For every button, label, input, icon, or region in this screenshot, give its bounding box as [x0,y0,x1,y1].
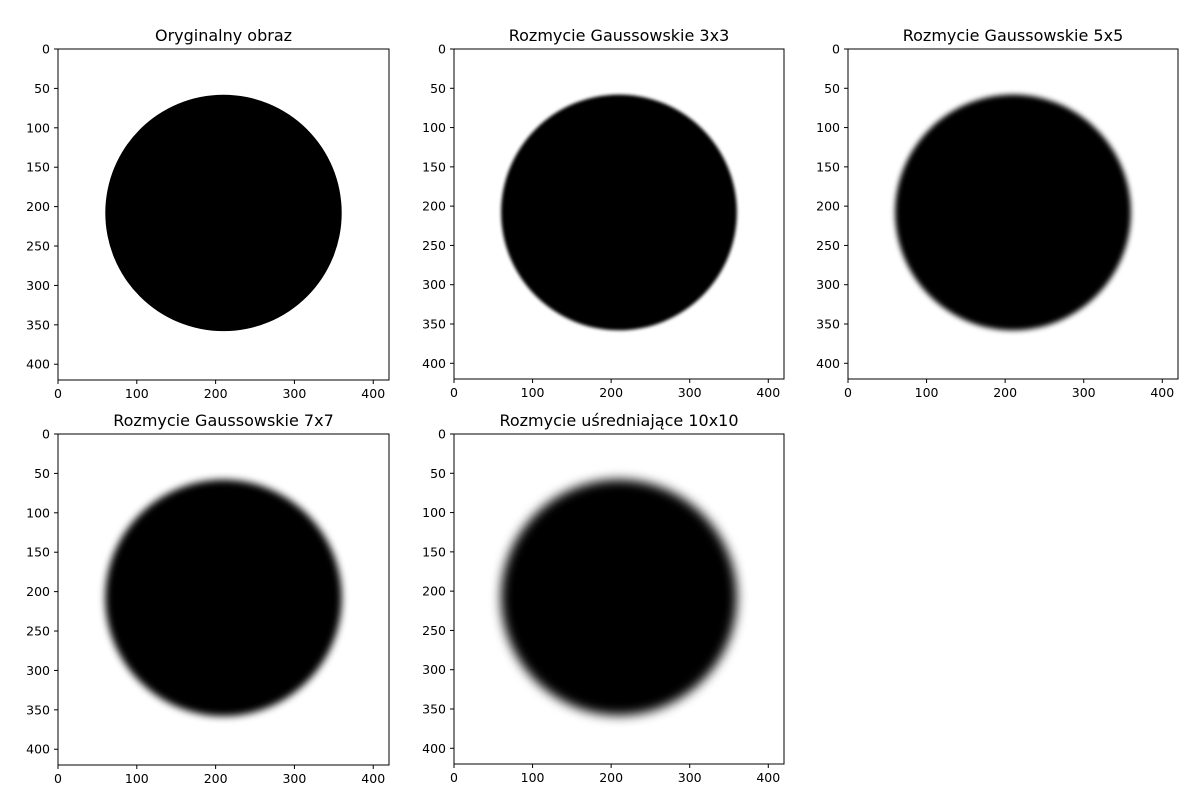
x-tick-label: 0 [54,771,62,786]
x-tick-label: 0 [450,385,458,400]
x-tick-label: 300 [678,385,702,400]
x-tick-label: 300 [282,386,306,401]
x-tick-label: 200 [204,771,228,786]
y-tick-label: 350 [422,702,446,717]
y-tick-label: 300 [422,277,446,292]
circle-shape [501,94,737,331]
circle-shape [105,94,342,332]
y-tick-label: 50 [34,466,50,481]
y-tick-label: 150 [26,160,50,175]
panel-title: Rozmycie Gaussowskie 7x7 [113,411,334,430]
axes-frame [453,433,785,765]
panel-3: Rozmycie Gaussowskie 5x5 0 100 200 300 400 0 50… [816,26,1179,400]
y-tick-label: 150 [816,159,840,174]
axes-frame [847,48,1179,380]
x-tick-label: 400 [361,771,385,786]
x-tick-label: 300 [678,770,702,785]
y-tick-label: 200 [26,584,50,599]
x-tick-label: 0 [844,385,852,400]
y-tick-label: 100 [816,120,840,135]
panel-title: Oryginalny obraz [155,26,292,45]
panel-title: Rozmycie Gaussowskie 5x5 [903,26,1124,45]
y-tick-label: 0 [438,42,446,57]
y-tick-label: 100 [422,120,446,135]
x-tick-label: 200 [993,385,1017,400]
y-tick-label: 100 [422,505,446,520]
x-tick-label: 100 [521,770,545,785]
y-tick-label: 350 [816,317,840,332]
x-tick-label: 400 [361,386,385,401]
y-tick-label: 50 [430,466,446,481]
y-tick-label: 200 [422,199,446,214]
x-tick-label: 400 [756,385,780,400]
y-tick-label: 300 [26,278,50,293]
panel-title: Rozmycie uśredniające 10x10 [499,411,738,430]
y-tick-label: 250 [26,239,50,254]
y-tick-label: 400 [422,356,446,371]
y-tick-label: 150 [26,545,50,560]
x-tick-label: 200 [204,386,228,401]
x-tick-label: 100 [125,771,149,786]
x-tick-label: 300 [1072,385,1096,400]
x-tick-label: 0 [54,386,62,401]
y-tick-label: 200 [422,584,446,599]
y-tick-label: 300 [26,663,50,678]
y-tick-label: 150 [422,159,446,174]
y-tick-label: 300 [422,662,446,677]
y-tick-label: 400 [816,356,840,371]
y-tick-label: 150 [422,544,446,559]
x-tick-label: 100 [125,386,149,401]
y-tick-label: 100 [26,120,50,135]
y-tick-label: 200 [26,199,50,214]
x-tick-label: 400 [1150,385,1174,400]
y-tick-label: 0 [42,42,50,57]
y-tick-label: 300 [816,277,840,292]
y-tick-label: 350 [26,317,50,332]
panel-4: Rozmycie Gaussowskie 7x7 0 100 200 300 400 0 50… [26,411,390,786]
circle-shape [105,479,342,717]
panel-2: Rozmycie Gaussowskie 3x3 0 100 200 300 400 0 50… [422,26,785,400]
x-tick-label: 100 [915,385,939,400]
y-tick-label: 200 [816,199,840,214]
panel-1: Oryginalny obraz 0 100 200 300 400 0 50 100 150 20… [26,26,390,401]
x-tick-label: 400 [756,770,780,785]
y-tick-label: 50 [34,81,50,96]
y-tick-label: 100 [26,505,50,520]
y-tick-label: 50 [430,81,446,96]
y-tick-label: 50 [824,81,840,96]
x-tick-label: 200 [599,385,623,400]
axes-frame [57,433,390,766]
x-tick-label: 200 [599,770,623,785]
y-tick-label: 0 [832,42,840,57]
x-tick-label: 300 [282,771,306,786]
y-tick-label: 400 [26,357,50,372]
y-tick-label: 250 [26,624,50,639]
panel-title: Rozmycie Gaussowskie 3x3 [509,26,730,45]
circle-shape [501,479,737,716]
y-tick-label: 350 [422,317,446,332]
y-tick-label: 250 [422,238,446,253]
axes-frame [453,48,785,380]
y-tick-label: 0 [42,427,50,442]
y-tick-label: 250 [422,623,446,638]
y-tick-label: 0 [438,427,446,442]
y-tick-label: 400 [26,742,50,757]
axes-frame [57,48,390,381]
x-tick-label: 0 [450,770,458,785]
x-tick-label: 100 [521,385,545,400]
y-tick-label: 250 [816,238,840,253]
y-tick-label: 400 [422,741,446,756]
panel-5: Rozmycie uśredniające 10x10 0 100 200 300 400… [422,411,785,785]
circle-shape [895,94,1131,331]
y-tick-label: 350 [26,702,50,717]
